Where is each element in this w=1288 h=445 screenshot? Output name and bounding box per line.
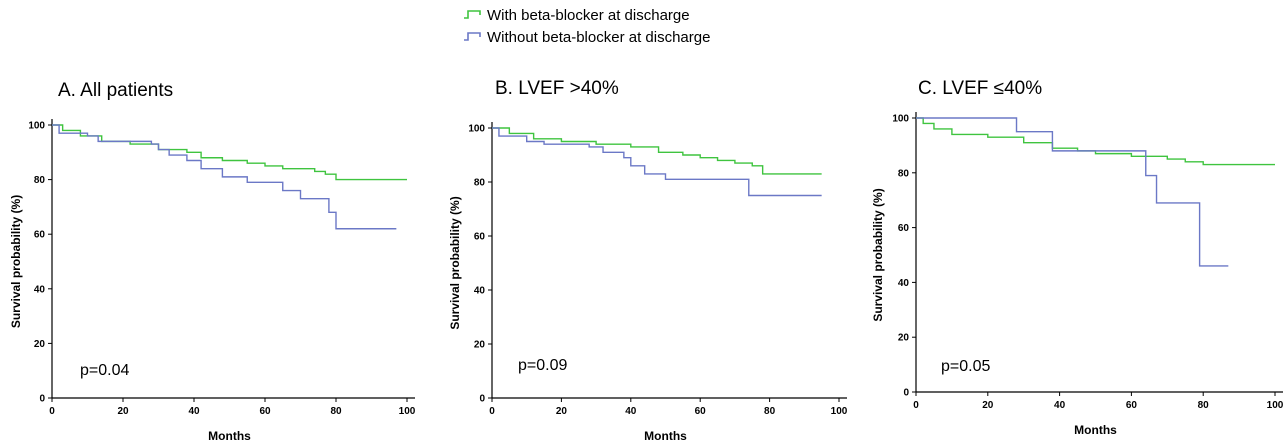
y-tick-label: 60 xyxy=(34,230,46,241)
y-tick-label: 80 xyxy=(898,168,910,179)
series-line-with-beta-blocker xyxy=(492,127,822,175)
y-tick-label: 40 xyxy=(474,286,486,297)
x-tick-label: 0 xyxy=(49,406,55,417)
series-line-with-beta-blocker xyxy=(916,117,1275,166)
x-tick-label: 40 xyxy=(1054,400,1066,411)
y-axis-title: Survival probability (%) xyxy=(871,188,885,321)
panel-title-lvef-under-40: C. LVEF ≤40% xyxy=(918,78,1043,99)
y-tick-label: 60 xyxy=(474,232,486,243)
x-axis-title: Months xyxy=(644,429,687,443)
x-tick-label: 60 xyxy=(1126,400,1138,411)
legend-item-without-beta-blocker: Without beta-blocker at discharge xyxy=(463,26,710,48)
x-tick-label: 40 xyxy=(188,406,200,417)
km-plot-all-patients: 0 20 40 60 80 100 0 20 40 60 80 100 Months Survival p… xyxy=(9,119,416,443)
chart-panel-lvef-over-40: B. LVEF >40% 0 20 40 60 80 100 0 20 40 60 80 100 Mon… xyxy=(440,78,860,445)
legend-swatch-green xyxy=(464,10,481,19)
x-tick-label: 80 xyxy=(1198,400,1210,411)
y-tick-label: 40 xyxy=(34,284,46,295)
chart-panel-all-patients: A. All patients 0 20 40 60 80 100 0 20 40 60 80 100… xyxy=(0,78,425,445)
x-tick-label: 100 xyxy=(831,406,848,417)
y-axis-title: Survival probability (%) xyxy=(9,195,23,328)
x-tick-label: 20 xyxy=(117,406,129,417)
x-tick-label: 0 xyxy=(489,406,495,417)
x-tick-label: 80 xyxy=(330,406,342,417)
km-plot-lvef-under-40: 0 20 40 60 80 100 0 20 40 60 80 100 Months Survival p… xyxy=(871,112,1284,437)
y-tick-label: 0 xyxy=(39,394,45,405)
y-tick-label: 40 xyxy=(898,278,910,289)
y-tick-label: 20 xyxy=(34,339,46,350)
x-tick-label: 60 xyxy=(259,406,271,417)
legend-swatch-blue xyxy=(464,32,481,41)
y-tick-label: 20 xyxy=(474,340,486,351)
series-line-without-beta-blocker xyxy=(52,124,397,230)
legend-label-without-beta-blocker: Without beta-blocker at discharge xyxy=(487,28,711,46)
series-line-without-beta-blocker xyxy=(492,127,822,197)
y-axis-title: Survival probability (%) xyxy=(448,196,462,329)
p-value-annotation: p=0.05 xyxy=(941,358,990,375)
x-tick-label: 20 xyxy=(556,406,568,417)
x-tick-label: 80 xyxy=(764,406,776,417)
legend-item-with-beta-blocker: With beta-blocker at discharge xyxy=(463,4,690,26)
panel-title-all-patients: A. All patients xyxy=(58,80,174,101)
y-tick-label: 60 xyxy=(898,223,910,234)
x-tick-label: 0 xyxy=(913,400,919,411)
x-axis-title: Months xyxy=(208,429,251,443)
series-line-with-beta-blocker xyxy=(52,124,407,181)
x-tick-label: 100 xyxy=(399,406,416,417)
legend-label-with-beta-blocker: With beta-blocker at discharge xyxy=(487,6,690,24)
y-tick-label: 80 xyxy=(34,175,46,186)
y-tick-label: 100 xyxy=(28,121,45,132)
x-axis-title: Months xyxy=(1074,423,1117,437)
y-tick-label: 100 xyxy=(468,124,485,135)
y-tick-label: 0 xyxy=(479,394,485,405)
chart-legend: With beta-blocker at discharge Without b… xyxy=(463,4,823,48)
series-line-without-beta-blocker xyxy=(916,117,1229,267)
p-value-annotation: p=0.09 xyxy=(518,357,567,374)
y-tick-label: 100 xyxy=(892,114,909,125)
x-tick-label: 20 xyxy=(982,400,994,411)
p-value-annotation: p=0.04 xyxy=(80,362,129,379)
x-tick-label: 100 xyxy=(1267,400,1284,411)
x-tick-label: 60 xyxy=(695,406,707,417)
chart-panel-lvef-under-40: C. LVEF ≤40% 0 20 40 60 80 100 0 20 40 60 80 100 Mon… xyxy=(865,78,1288,445)
y-tick-label: 0 xyxy=(903,388,909,399)
x-tick-label: 40 xyxy=(625,406,637,417)
y-tick-label: 80 xyxy=(474,178,486,189)
panel-title-lvef-over-40: B. LVEF >40% xyxy=(495,78,619,99)
km-plot-lvef-over-40: 0 20 40 60 80 100 0 20 40 60 80 100 Months Survival p… xyxy=(448,122,848,443)
y-tick-label: 20 xyxy=(898,333,910,344)
